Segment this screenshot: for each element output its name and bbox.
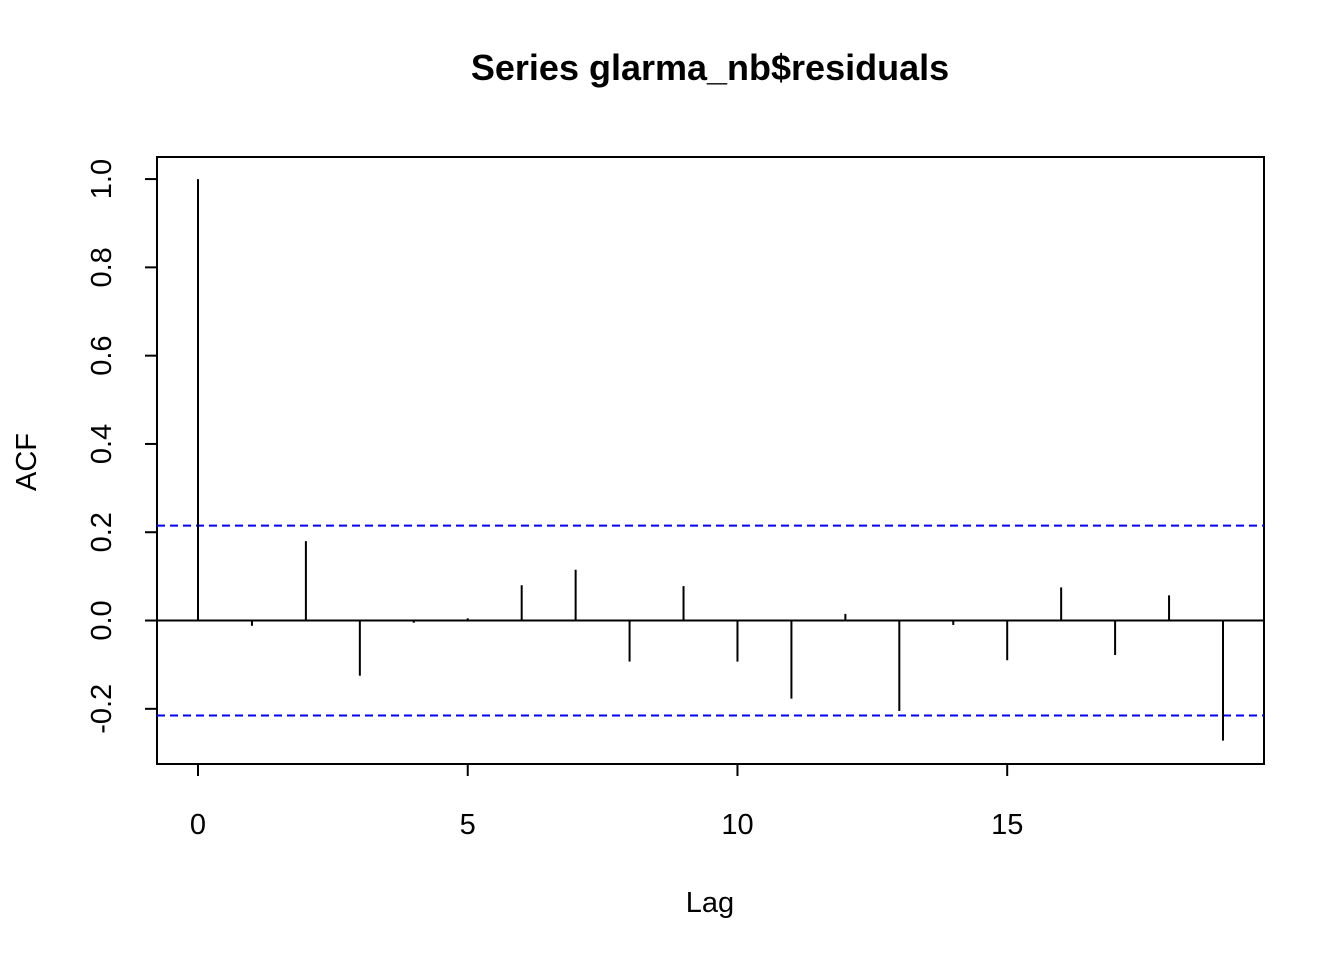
y-tick-label: -0.2 xyxy=(86,684,118,734)
y-axis: -0.2 0.0 0.2 0.4 0.6 0.8 1.0 xyxy=(86,159,158,734)
y-tick-label: 1.0 xyxy=(86,159,118,199)
x-axis: 0 5 10 15 xyxy=(190,763,1023,841)
y-tick-label: 0.6 xyxy=(86,335,118,375)
chart-title: Series glarma_nb$residuals xyxy=(471,47,949,88)
y-tick-label: 0.0 xyxy=(86,600,118,640)
x-tick-label: 0 xyxy=(190,809,206,841)
y-tick-label: 0.2 xyxy=(86,512,118,552)
x-tick-label: 10 xyxy=(721,809,753,841)
x-tick-label: 15 xyxy=(991,809,1023,841)
y-axis-label: ACF xyxy=(11,433,43,491)
x-tick-label: 5 xyxy=(460,809,476,841)
y-tick-label: 0.4 xyxy=(86,424,118,464)
acf-bars xyxy=(157,179,1264,741)
plot-frame xyxy=(156,156,1265,765)
y-tick-label: 0.8 xyxy=(86,247,118,287)
x-axis-label: Lag xyxy=(686,887,734,919)
